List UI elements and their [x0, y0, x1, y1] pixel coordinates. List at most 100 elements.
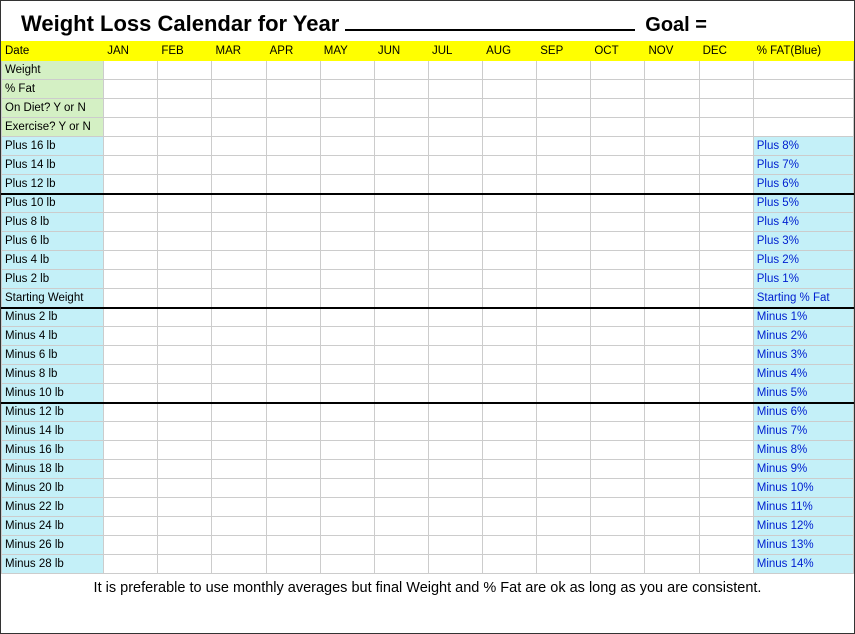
chart-cell[interactable] — [374, 327, 428, 346]
chart-cell[interactable] — [104, 555, 158, 574]
chart-cell[interactable] — [320, 137, 374, 156]
chart-cell[interactable] — [158, 308, 212, 327]
chart-cell[interactable] — [266, 137, 320, 156]
chart-cell[interactable] — [104, 137, 158, 156]
chart-cell[interactable] — [266, 270, 320, 289]
data-cell[interactable] — [158, 118, 212, 137]
chart-cell[interactable] — [266, 327, 320, 346]
chart-cell[interactable] — [104, 232, 158, 251]
chart-cell[interactable] — [158, 213, 212, 232]
chart-cell[interactable] — [104, 175, 158, 194]
chart-cell[interactable] — [699, 289, 753, 308]
chart-cell[interactable] — [266, 346, 320, 365]
chart-cell[interactable] — [483, 403, 537, 422]
chart-cell[interactable] — [537, 384, 591, 403]
chart-cell[interactable] — [266, 213, 320, 232]
chart-cell[interactable] — [158, 403, 212, 422]
chart-cell[interactable] — [591, 251, 645, 270]
data-cell[interactable] — [645, 99, 699, 118]
chart-cell[interactable] — [212, 327, 266, 346]
chart-cell[interactable] — [104, 498, 158, 517]
chart-cell[interactable] — [266, 422, 320, 441]
chart-cell[interactable] — [428, 156, 482, 175]
chart-cell[interactable] — [212, 441, 266, 460]
chart-cell[interactable] — [428, 498, 482, 517]
chart-cell[interactable] — [699, 175, 753, 194]
data-cell[interactable] — [266, 118, 320, 137]
chart-cell[interactable] — [212, 194, 266, 213]
chart-cell[interactable] — [483, 365, 537, 384]
chart-cell[interactable] — [591, 137, 645, 156]
chart-cell[interactable] — [537, 251, 591, 270]
chart-cell[interactable] — [374, 289, 428, 308]
data-cell[interactable] — [753, 61, 853, 80]
data-cell[interactable] — [483, 118, 537, 137]
chart-cell[interactable] — [645, 308, 699, 327]
data-cell[interactable] — [537, 118, 591, 137]
data-cell[interactable] — [320, 61, 374, 80]
chart-cell[interactable] — [537, 441, 591, 460]
chart-cell[interactable] — [374, 384, 428, 403]
chart-cell[interactable] — [645, 213, 699, 232]
chart-cell[interactable] — [266, 175, 320, 194]
chart-cell[interactable] — [591, 270, 645, 289]
chart-cell[interactable] — [212, 555, 266, 574]
chart-cell[interactable] — [374, 365, 428, 384]
chart-cell[interactable] — [645, 270, 699, 289]
chart-cell[interactable] — [699, 194, 753, 213]
chart-cell[interactable] — [483, 441, 537, 460]
chart-cell[interactable] — [374, 232, 428, 251]
chart-cell[interactable] — [483, 498, 537, 517]
chart-cell[interactable] — [591, 232, 645, 251]
chart-cell[interactable] — [699, 137, 753, 156]
chart-cell[interactable] — [537, 137, 591, 156]
chart-cell[interactable] — [699, 384, 753, 403]
chart-cell[interactable] — [537, 156, 591, 175]
chart-cell[interactable] — [212, 175, 266, 194]
chart-cell[interactable] — [320, 384, 374, 403]
chart-cell[interactable] — [483, 194, 537, 213]
chart-cell[interactable] — [428, 555, 482, 574]
chart-cell[interactable] — [320, 555, 374, 574]
chart-cell[interactable] — [483, 346, 537, 365]
chart-cell[interactable] — [591, 194, 645, 213]
data-cell[interactable] — [374, 118, 428, 137]
chart-cell[interactable] — [104, 194, 158, 213]
chart-cell[interactable] — [212, 289, 266, 308]
chart-cell[interactable] — [645, 498, 699, 517]
chart-cell[interactable] — [699, 213, 753, 232]
chart-cell[interactable] — [591, 460, 645, 479]
chart-cell[interactable] — [645, 479, 699, 498]
chart-cell[interactable] — [699, 308, 753, 327]
chart-cell[interactable] — [537, 327, 591, 346]
chart-cell[interactable] — [699, 365, 753, 384]
data-cell[interactable] — [212, 99, 266, 118]
chart-cell[interactable] — [158, 194, 212, 213]
chart-cell[interactable] — [591, 479, 645, 498]
data-cell[interactable] — [591, 118, 645, 137]
chart-cell[interactable] — [374, 479, 428, 498]
chart-cell[interactable] — [104, 327, 158, 346]
chart-cell[interactable] — [483, 156, 537, 175]
chart-cell[interactable] — [483, 251, 537, 270]
chart-cell[interactable] — [428, 479, 482, 498]
chart-cell[interactable] — [320, 517, 374, 536]
chart-cell[interactable] — [483, 270, 537, 289]
chart-cell[interactable] — [483, 422, 537, 441]
data-cell[interactable] — [104, 80, 158, 99]
chart-cell[interactable] — [212, 156, 266, 175]
data-cell[interactable] — [699, 118, 753, 137]
data-cell[interactable] — [699, 80, 753, 99]
chart-cell[interactable] — [158, 365, 212, 384]
chart-cell[interactable] — [645, 384, 699, 403]
chart-cell[interactable] — [104, 308, 158, 327]
chart-cell[interactable] — [158, 175, 212, 194]
data-cell[interactable] — [212, 61, 266, 80]
chart-cell[interactable] — [591, 555, 645, 574]
chart-cell[interactable] — [428, 308, 482, 327]
chart-cell[interactable] — [645, 365, 699, 384]
chart-cell[interactable] — [266, 384, 320, 403]
chart-cell[interactable] — [320, 289, 374, 308]
chart-cell[interactable] — [645, 175, 699, 194]
chart-cell[interactable] — [320, 346, 374, 365]
